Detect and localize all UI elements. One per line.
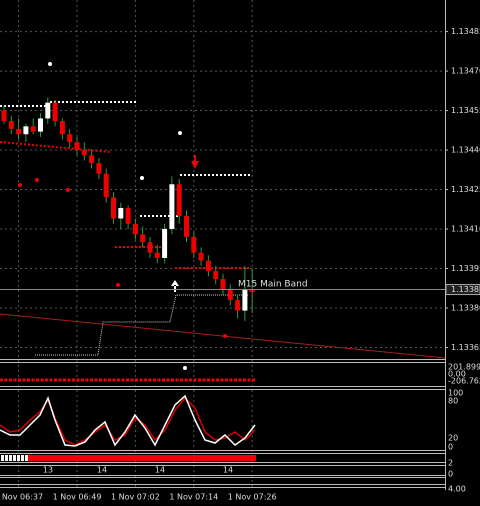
candle-body (96, 163, 102, 174)
candle-body (227, 289, 233, 301)
current-price-box (445, 284, 480, 296)
cci-label: 0.00 (448, 370, 466, 379)
x-tick-label: 1 Nov 06:37 (0, 493, 43, 502)
y-tick-label: 1.13395 (451, 264, 480, 273)
candle-body (30, 126, 36, 132)
stoch-label: 80 (448, 397, 458, 406)
y-tick-label: 1.13425 (451, 185, 480, 194)
y-tick-label: 1.13365 (451, 343, 480, 352)
candle-body (125, 207, 131, 224)
candle-body (81, 150, 87, 156)
candle-body (103, 173, 109, 198)
candle-body (52, 102, 58, 122)
candle-body (184, 215, 189, 237)
candle-body (132, 223, 138, 235)
candle-body (147, 242, 153, 253)
candle-body (74, 142, 80, 151)
stoch-label: 20 (448, 434, 458, 443)
candle-body (38, 118, 43, 132)
y-tick-label: 1.13485 (451, 27, 480, 36)
candle-body (8, 121, 14, 129)
misc-label: 4.00 (448, 485, 466, 494)
candle-body (45, 102, 51, 119)
current-price-label: 1.13387 (451, 285, 480, 294)
cci-label: -206.762 (448, 377, 480, 386)
candle-body (213, 271, 219, 280)
bar-label: 14 (223, 466, 233, 475)
stoch-label: 0 (448, 443, 453, 452)
candle-body (23, 126, 29, 135)
candle-body (220, 279, 226, 290)
candle-body (169, 184, 175, 230)
candle-body (191, 236, 197, 253)
misc-label: 0 (448, 470, 453, 479)
y-tick-label: 1.13410 (451, 225, 480, 234)
candle-body (89, 155, 95, 164)
y-tick-label: 1.13470 (451, 67, 480, 76)
y-tick-label: 1.13455 (451, 106, 480, 115)
candle-body (59, 121, 65, 135)
candle-body (242, 289, 248, 311)
candle-body (205, 260, 211, 272)
y-tick-label: 1.13440 (451, 146, 480, 155)
candle-body (1, 110, 7, 122)
bar-label: 13 (43, 466, 53, 475)
annotation: M15 Main Band (238, 280, 308, 290)
candle-body (176, 184, 182, 216)
candle-body (118, 207, 124, 219)
bar-label: 14 (97, 466, 107, 475)
candle-body (111, 197, 116, 219)
x-tick-label: 1 Nov 07:14 (169, 493, 218, 502)
candle-body (198, 252, 204, 261)
misc-label: 2 (448, 459, 453, 468)
candle-body (16, 128, 22, 135)
y-tick-label: 1.13380 (451, 303, 480, 312)
candle-body (235, 300, 241, 311)
x-tick-label: 1 Nov 06:49 (53, 493, 102, 502)
stoch-label: 100 (448, 389, 463, 398)
x-tick-label: 1 Nov 07:26 (228, 493, 277, 502)
candle-body (67, 134, 73, 143)
chart-area: 1.13365 1.13380 1.13395 1.13410 1.13425 1.134… (0, 27, 480, 502)
candle-body (154, 252, 160, 258)
candle-body (162, 229, 168, 258)
candle-body (140, 234, 146, 243)
cci-label: 201.8993 (448, 363, 480, 372)
candle-body (249, 289, 255, 293)
x-tick-label: 1 Nov 07:02 (111, 493, 160, 502)
panel-borders (0, 0, 446, 490)
bar-label: 14 (155, 466, 165, 475)
